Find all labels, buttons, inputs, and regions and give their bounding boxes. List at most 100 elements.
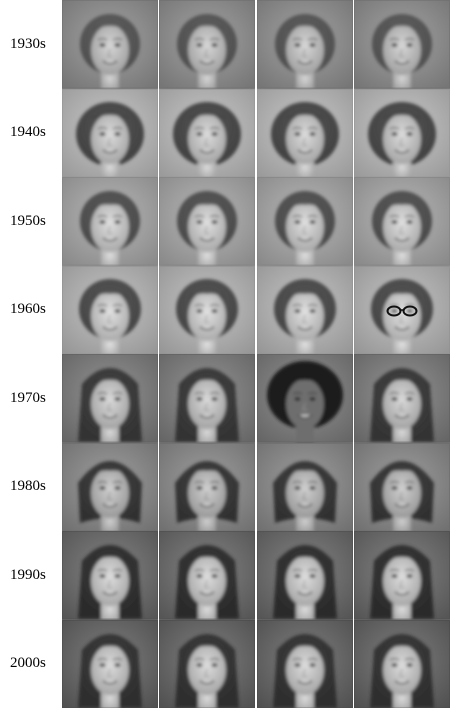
left-eye bbox=[196, 308, 203, 313]
nose bbox=[302, 402, 307, 411]
hair-fringe bbox=[383, 376, 421, 384]
face-image bbox=[354, 0, 450, 89]
nose bbox=[399, 402, 404, 411]
right-eye bbox=[406, 485, 413, 490]
decade-label: 1970s bbox=[10, 389, 46, 406]
left-eye bbox=[99, 574, 106, 578]
face-portrait bbox=[159, 619, 255, 708]
smile bbox=[394, 502, 410, 507]
smile bbox=[199, 502, 215, 507]
right-eye bbox=[211, 131, 218, 136]
smile bbox=[199, 60, 215, 65]
hair-fringe bbox=[91, 641, 129, 650]
face-image bbox=[354, 265, 450, 354]
right-eye bbox=[211, 308, 218, 313]
decade-label: 2000s bbox=[10, 655, 46, 672]
left-eye bbox=[99, 220, 106, 224]
face-image bbox=[159, 354, 255, 443]
right-eye bbox=[406, 131, 413, 136]
left-eye bbox=[391, 662, 398, 667]
hair-fringe bbox=[286, 110, 324, 119]
smile bbox=[297, 148, 313, 153]
right-eye bbox=[211, 43, 218, 47]
nose bbox=[399, 314, 404, 322]
face-image bbox=[159, 0, 255, 89]
face-portrait bbox=[159, 354, 255, 443]
right-eye bbox=[211, 397, 218, 401]
face-image bbox=[62, 354, 158, 443]
hair-fringe bbox=[187, 199, 227, 211]
left-eye bbox=[99, 485, 106, 490]
hair-fringe bbox=[90, 464, 130, 477]
smile bbox=[297, 591, 313, 596]
left-eye bbox=[391, 397, 398, 401]
right-eye bbox=[309, 43, 316, 47]
hair-fringe bbox=[382, 199, 422, 211]
face-image bbox=[62, 88, 158, 177]
face-portrait bbox=[354, 619, 450, 708]
face-portrait bbox=[62, 265, 158, 354]
right-eye bbox=[211, 485, 218, 490]
smile bbox=[102, 148, 118, 153]
smile bbox=[394, 591, 410, 596]
hair-fringe bbox=[383, 553, 421, 561]
decade-label: 1980s bbox=[10, 478, 46, 495]
nose bbox=[204, 225, 209, 234]
face-portrait bbox=[159, 88, 255, 177]
hair-fringe bbox=[188, 376, 226, 384]
nose bbox=[204, 402, 209, 411]
face-portrait bbox=[257, 265, 353, 354]
face-image bbox=[62, 442, 158, 531]
right-eye bbox=[114, 308, 121, 313]
right-eye bbox=[406, 662, 413, 667]
hair-fringe bbox=[91, 22, 129, 30]
nose bbox=[399, 137, 404, 145]
hair-fringe bbox=[382, 287, 422, 300]
left-eye bbox=[196, 662, 203, 667]
left-eye bbox=[294, 308, 301, 313]
hair-fringe bbox=[285, 287, 325, 300]
face-image bbox=[354, 177, 450, 266]
left-eye bbox=[391, 131, 398, 136]
nose bbox=[107, 402, 112, 411]
smile bbox=[199, 237, 215, 242]
smile bbox=[394, 148, 410, 153]
face-image bbox=[354, 619, 450, 708]
smile bbox=[102, 60, 118, 65]
nose bbox=[204, 48, 209, 57]
nose bbox=[399, 491, 404, 499]
nose bbox=[302, 137, 307, 145]
smile bbox=[297, 502, 313, 507]
left-eye bbox=[196, 43, 203, 47]
right-eye bbox=[114, 43, 121, 47]
face-portrait bbox=[62, 619, 158, 708]
nose bbox=[399, 579, 404, 588]
decade-row: 1980s bbox=[0, 442, 450, 531]
nose bbox=[107, 579, 112, 588]
face-image bbox=[354, 442, 450, 531]
face-image bbox=[62, 531, 158, 620]
smile bbox=[297, 60, 313, 65]
face-portrait bbox=[354, 177, 450, 266]
decade-label: 1950s bbox=[10, 212, 46, 229]
smile bbox=[297, 414, 313, 419]
right-eye bbox=[309, 308, 316, 313]
left-eye bbox=[196, 574, 203, 578]
right-eye bbox=[309, 220, 316, 224]
right-eye bbox=[309, 397, 316, 401]
face-portrait bbox=[62, 354, 158, 443]
smile bbox=[297, 325, 313, 330]
nose bbox=[204, 314, 209, 322]
face-image bbox=[62, 265, 158, 354]
nose bbox=[204, 491, 209, 499]
face-portrait bbox=[354, 0, 450, 89]
face-image bbox=[159, 442, 255, 531]
face-portrait bbox=[354, 531, 450, 620]
decade-label: 1960s bbox=[10, 301, 46, 318]
smile bbox=[297, 237, 313, 242]
face-afro bbox=[257, 354, 353, 443]
face-image bbox=[354, 531, 450, 620]
hair-fringe bbox=[90, 287, 130, 300]
hair-fringe bbox=[188, 641, 226, 650]
